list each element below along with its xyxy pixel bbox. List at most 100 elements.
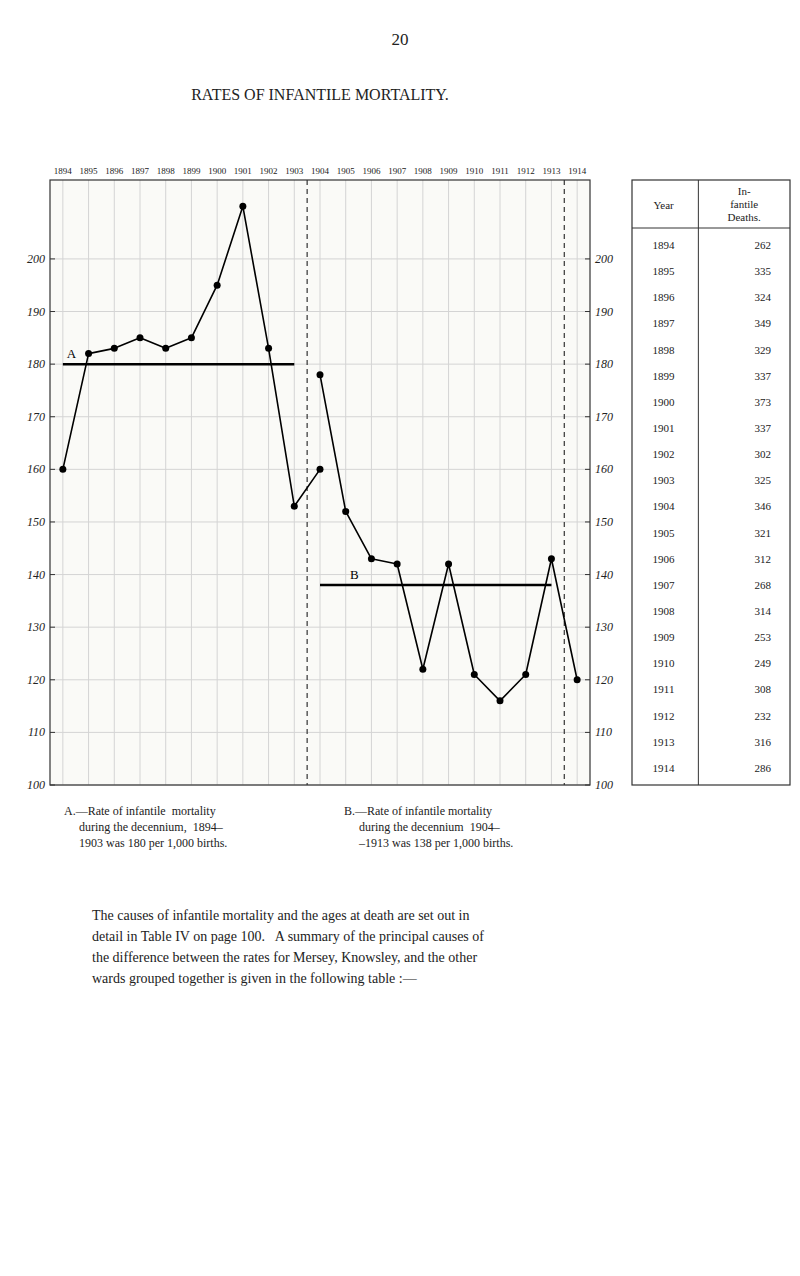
table-value: 346 xyxy=(755,500,772,512)
y-tick-right xyxy=(585,732,590,733)
series-point xyxy=(291,503,298,510)
table-header: Year xyxy=(653,199,674,211)
y-tick-right xyxy=(585,679,590,680)
table-year: 1901 xyxy=(653,422,675,434)
table-year: 1902 xyxy=(653,448,675,460)
divider xyxy=(307,180,308,785)
x-tick-label: 1895 xyxy=(80,166,99,176)
series-point xyxy=(342,508,349,515)
table-value: 268 xyxy=(755,579,772,591)
table-year: 1904 xyxy=(653,500,676,512)
y-tick-label: 110 xyxy=(28,725,45,739)
table-year: 1896 xyxy=(653,291,676,303)
series-point xyxy=(317,371,324,378)
table-year: 1914 xyxy=(653,762,676,774)
y-tick-label: 140 xyxy=(27,568,45,582)
table-year: 1907 xyxy=(653,579,676,591)
y-tick-label-right: 160 xyxy=(595,462,613,476)
series-point xyxy=(548,555,555,562)
x-tick-label: 1913 xyxy=(542,166,561,176)
x-tick-label: 1911 xyxy=(491,166,509,176)
y-tick-right xyxy=(585,574,590,575)
table-value: 308 xyxy=(755,683,772,695)
x-grid-line xyxy=(371,180,372,785)
series-point xyxy=(111,345,118,352)
x-tick-label: 1897 xyxy=(131,166,150,176)
page-number: 20 xyxy=(392,30,409,49)
table-value: 373 xyxy=(755,396,772,408)
plot-frame xyxy=(50,180,590,785)
y-tick-right xyxy=(585,469,590,470)
series-line xyxy=(320,375,577,701)
y-tick-right xyxy=(585,416,590,417)
series-point xyxy=(188,334,195,341)
y-tick-right xyxy=(585,521,590,522)
y-tick-label-right: 140 xyxy=(595,568,613,582)
y-tick-label-right: 130 xyxy=(595,620,613,634)
y-tick-label: 170 xyxy=(27,410,45,424)
x-grid-line xyxy=(62,180,63,785)
x-grid-line xyxy=(217,180,218,785)
table-value: 335 xyxy=(755,265,772,277)
x-grid-line xyxy=(114,180,115,785)
x-tick-label: 1914 xyxy=(568,166,587,176)
table-year: 1900 xyxy=(653,396,676,408)
table-value: 325 xyxy=(755,474,772,486)
table-separator xyxy=(698,180,699,785)
x-tick-label: 1910 xyxy=(465,166,484,176)
x-grid-line xyxy=(320,180,321,785)
table: YearIn-fantileDeaths.1894262189533518963… xyxy=(632,180,790,785)
table-year: 1894 xyxy=(653,239,676,251)
y-tick-right xyxy=(585,311,590,312)
table-value: 232 xyxy=(755,710,772,722)
x-tick-label: 1904 xyxy=(311,166,330,176)
y-tick-label: 120 xyxy=(27,673,45,687)
y-tick-right xyxy=(585,627,590,628)
x-grid-line xyxy=(422,180,423,785)
table-value: 249 xyxy=(755,657,772,669)
mean-line-label: B xyxy=(350,567,359,582)
table-year: 1912 xyxy=(653,710,675,722)
series-point xyxy=(574,676,581,683)
table-year: 1895 xyxy=(653,265,676,277)
table-value: 337 xyxy=(755,422,772,434)
y-tick xyxy=(50,258,55,259)
table-value: 316 xyxy=(755,736,772,748)
table-value: 337 xyxy=(755,370,772,382)
table-year: 1899 xyxy=(653,370,676,382)
table-value: 329 xyxy=(755,344,772,356)
series-point xyxy=(471,671,478,678)
table-value: 302 xyxy=(755,448,772,460)
x-tick-label: 1901 xyxy=(234,166,252,176)
series-point xyxy=(445,561,452,568)
divider xyxy=(564,180,565,785)
x-grid-line xyxy=(191,180,192,785)
y-tick-label: 200 xyxy=(27,252,45,266)
series-point xyxy=(419,666,426,673)
series-point xyxy=(522,671,529,678)
table-year: 1903 xyxy=(653,474,676,486)
table-year: 1908 xyxy=(653,605,676,617)
y-tick xyxy=(50,416,55,417)
series-point xyxy=(368,555,375,562)
y-tick-right xyxy=(585,258,590,259)
series-point xyxy=(239,203,246,210)
x-tick-label: 1896 xyxy=(105,166,124,176)
series-point xyxy=(85,350,92,357)
table-year: 1898 xyxy=(653,344,676,356)
x-grid-line xyxy=(268,180,269,785)
grid xyxy=(50,180,590,785)
y-tick-label-right: 110 xyxy=(595,725,612,739)
x-tick-label: 1905 xyxy=(337,166,356,176)
y-tick xyxy=(50,732,55,733)
y-tick-label-right: 100 xyxy=(595,778,613,792)
x-grid-line xyxy=(397,180,398,785)
table-year: 1897 xyxy=(653,317,676,329)
series-point xyxy=(265,345,272,352)
x-grid-line xyxy=(448,180,449,785)
table-value: 324 xyxy=(755,291,772,303)
x-grid-line xyxy=(500,180,501,785)
y-tick xyxy=(50,574,55,575)
caption: B.—Rate of infantile mortality during th… xyxy=(344,804,513,850)
table-value: 253 xyxy=(755,631,772,643)
